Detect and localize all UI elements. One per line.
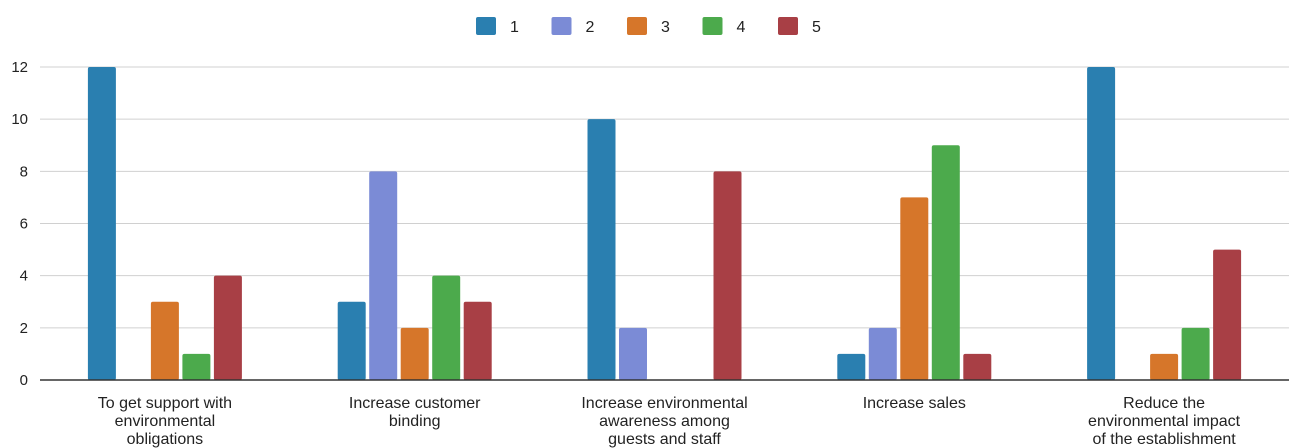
legend-swatch-series-1 <box>476 17 496 35</box>
bar-series-3-category-5 <box>1150 353 1179 380</box>
legend-label-series-4: 4 <box>737 19 746 36</box>
legend: 1 2 3 4 5 <box>476 17 821 36</box>
legend-label-series-3: 3 <box>661 19 670 36</box>
category-label-line: environmental impact <box>1088 413 1241 430</box>
bar-series-1-category-2 <box>337 301 366 380</box>
y-tick-label: 10 <box>11 111 28 128</box>
bar-series-1-category-4 <box>837 353 866 380</box>
bar-series-2-category-4 <box>868 327 897 380</box>
legend-label-series-5: 5 <box>812 19 821 36</box>
bar-series-5-category-5 <box>1213 249 1242 380</box>
legend-swatch-series-3 <box>627 17 647 35</box>
category-label: Increase customer binding <box>349 395 481 430</box>
category-label: To get support with environmental obligati… <box>98 395 232 448</box>
bar-series-1-category-1 <box>87 67 116 380</box>
category-label: Increase environmental awareness among gue… <box>581 395 747 448</box>
legend-label-series-1: 1 <box>510 19 519 36</box>
bar-series-4-category-2 <box>432 275 461 380</box>
category-label-line: To get support with <box>98 395 232 412</box>
bar-series-5-category-2 <box>463 301 492 380</box>
bar-series-3-category-2 <box>400 327 429 380</box>
bar-series-2-category-2 <box>369 171 398 380</box>
y-tick-label: 8 <box>20 163 28 180</box>
y-tick-label: 6 <box>20 216 28 233</box>
bar-series-3-category-1 <box>150 301 179 380</box>
bar-series-4-category-5 <box>1181 327 1210 380</box>
legend-swatch-series-5 <box>778 17 798 35</box>
bar-series-5-category-1 <box>213 275 242 380</box>
category-label-line: guests and staff <box>608 431 721 448</box>
y-tick-label: 4 <box>20 268 28 285</box>
category-label-line: of the establishment <box>1092 431 1236 448</box>
bar-series-1-category-5 <box>1087 67 1116 380</box>
category-label-line: Increase customer <box>349 395 481 412</box>
y-axis-tick-labels: 0 2 4 6 8 10 12 <box>11 59 28 389</box>
bar-series-1-category-3 <box>587 119 616 381</box>
legend-label-series-2: 2 <box>586 19 595 36</box>
bar-series-5-category-4 <box>963 353 992 380</box>
y-tick-label: 2 <box>20 320 28 337</box>
category-label-line: Reduce the <box>1123 395 1205 412</box>
bar-series-3-category-4 <box>900 197 929 380</box>
bar-series-4-category-4 <box>931 145 960 380</box>
category-label-line: Increase sales <box>863 395 966 412</box>
bar-series-5-category-3 <box>713 171 742 380</box>
category-label-line: obligations <box>127 431 204 448</box>
y-tick-label: 0 <box>20 372 28 389</box>
category-label-line: environmental <box>115 413 216 430</box>
legend-swatch-series-4 <box>702 17 723 35</box>
category-label: Increase sales <box>863 395 966 412</box>
category-label: Reduce the environmental impact of the est… <box>1088 395 1241 448</box>
category-label-line: binding <box>389 413 441 430</box>
bars <box>87 67 1242 381</box>
legend-swatch-series-2 <box>551 17 572 35</box>
y-tick-label: 12 <box>11 59 28 76</box>
category-label-line: awareness among <box>599 413 730 430</box>
bar-series-4-category-1 <box>182 353 211 380</box>
category-label-line: Increase environmental <box>581 395 747 412</box>
bar-series-2-category-3 <box>619 327 647 380</box>
gridlines <box>40 66 1289 329</box>
x-axis-category-labels: To get support with environmental obligati… <box>98 395 1241 448</box>
